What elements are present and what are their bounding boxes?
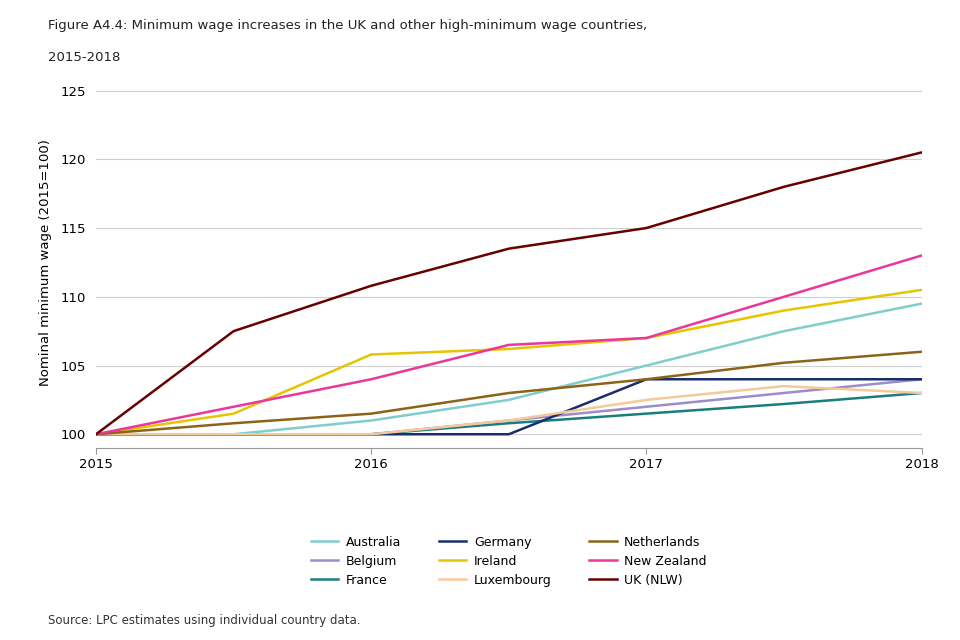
Luxembourg [366,431,377,438]
Belgium [640,403,652,411]
France [366,431,377,438]
Germany [779,376,790,383]
Germany [640,376,652,383]
New Zealand [228,403,239,411]
Text: 2015-2018: 2015-2018 [48,51,120,64]
France [779,400,790,408]
Netherlands [503,389,515,397]
Line: New Zealand: New Zealand [96,255,922,435]
Germany [503,431,515,438]
New Zealand [503,341,515,349]
Netherlands [228,419,239,427]
Australia [503,396,515,404]
New Zealand [779,293,790,301]
Netherlands [779,359,790,367]
UK (NLW) [228,327,239,335]
Line: UK (NLW): UK (NLW) [96,152,922,435]
Australia [640,362,652,369]
Netherlands [90,431,102,438]
Legend: Australia, Belgium, France, Germany, Ireland, Luxembourg, Netherlands, New Zeala: Australia, Belgium, France, Germany, Ire… [311,536,707,588]
Belgium [779,389,790,397]
France [503,419,515,427]
Ireland [366,351,377,358]
Australia [366,417,377,424]
France [90,431,102,438]
UK (NLW) [640,224,652,232]
Netherlands [366,410,377,417]
France [228,431,239,438]
Y-axis label: Nominal minimum wage (2015=100): Nominal minimum wage (2015=100) [39,139,53,386]
Germany [916,376,927,383]
Australia [228,431,239,438]
Luxembourg [503,417,515,424]
Australia [916,300,927,307]
UK (NLW) [779,183,790,191]
UK (NLW) [503,245,515,253]
France [916,389,927,397]
UK (NLW) [366,282,377,290]
Belgium [366,431,377,438]
Belgium [503,417,515,424]
New Zealand [916,252,927,259]
Line: Belgium: Belgium [96,380,922,435]
Line: Netherlands: Netherlands [96,352,922,435]
Belgium [90,431,102,438]
Text: Figure A4.4: Minimum wage increases in the UK and other high-minimum wage countr: Figure A4.4: Minimum wage increases in t… [48,19,647,32]
Luxembourg [640,396,652,404]
Belgium [916,376,927,383]
New Zealand [640,334,652,342]
Ireland [779,307,790,314]
New Zealand [366,376,377,383]
Belgium [228,431,239,438]
Ireland [916,286,927,294]
Line: Germany: Germany [96,380,922,435]
New Zealand [90,431,102,438]
Luxembourg [90,431,102,438]
France [640,410,652,417]
Netherlands [640,376,652,383]
Luxembourg [228,431,239,438]
Text: Source: LPC estimates using individual country data.: Source: LPC estimates using individual c… [48,614,361,627]
Luxembourg [779,382,790,390]
Australia [779,327,790,335]
Germany [366,431,377,438]
UK (NLW) [916,148,927,156]
Line: Australia: Australia [96,303,922,435]
Germany [90,431,102,438]
Netherlands [916,348,927,356]
Line: Luxembourg: Luxembourg [96,386,922,435]
Line: Ireland: Ireland [96,290,922,435]
Ireland [90,431,102,438]
Luxembourg [916,389,927,397]
Ireland [503,345,515,353]
Australia [90,431,102,438]
Ireland [640,334,652,342]
Ireland [228,410,239,417]
Germany [228,431,239,438]
Line: France: France [96,393,922,435]
UK (NLW) [90,431,102,438]
